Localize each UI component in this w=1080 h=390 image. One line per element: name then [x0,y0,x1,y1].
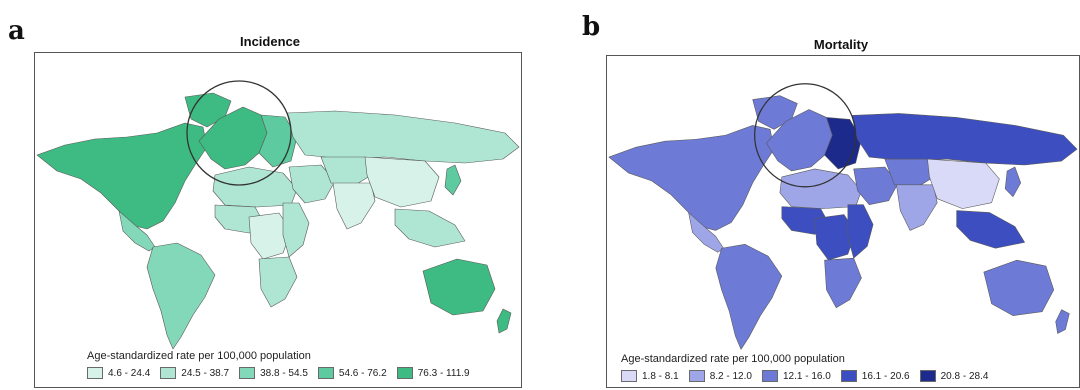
region-south-asia [332,182,376,230]
europe-inset-circle [186,80,292,186]
region-southern-africa [258,256,298,308]
legend-label: 54.6 - 76.2 [338,367,387,379]
legend-item: 8.2 - 12.0 [688,370,752,382]
mortality-legend-title: Age-standardized rate per 100,000 popula… [621,353,845,365]
legend-swatch [919,370,936,382]
region-south-america [715,243,783,350]
incidence-legend-title: Age-standardized rate per 100,000 popula… [87,350,311,362]
region-central-asia [884,158,938,188]
panel-label-b: b [582,12,601,42]
incidence-legend: 4.6 - 24.4 24.5 - 38.7 38.8 - 54.5 54.6 … [87,367,480,379]
region-central-america [118,210,156,252]
region-north-america [36,122,208,230]
legend-swatch [761,370,778,382]
region-southeast-asia [394,208,466,248]
legend-item: 1.8 - 8.1 [621,370,679,382]
region-north-africa [779,168,862,209]
region-south-asia [896,184,938,231]
region-japan [444,164,462,196]
region-east-africa [847,204,874,259]
region-south-america [146,242,216,350]
country-shapes [36,80,520,350]
legend-label: 1.8 - 8.1 [642,370,679,382]
region-central-africa [248,212,292,260]
legend-swatch [688,370,705,382]
region-russia [851,113,1078,166]
region-middle-east [853,166,899,205]
region-southeast-asia [956,210,1025,249]
legend-swatch [87,367,103,379]
region-china [364,156,440,208]
legend-label: 16.1 - 20.6 [861,370,910,382]
legend-label: 38.8 - 54.5 [260,367,308,379]
legend-swatch [317,367,334,379]
mortality-legend: 1.8 - 8.1 8.2 - 12.0 12.1 - 16.0 16.1 - … [621,370,998,382]
incidence-world-map [36,80,520,350]
europe-inset-circle [753,83,857,188]
region-oceania [422,258,496,316]
legend-item: 20.8 - 28.4 [919,370,989,382]
region-eastern-europe [258,114,298,168]
region-russia [286,110,520,164]
region-eastern-europe [824,117,862,170]
region-oceania [983,259,1055,316]
legend-label: 20.8 - 28.4 [940,370,989,382]
mortality-world-map [608,83,1078,350]
legend-item: 38.8 - 54.5 [239,367,308,379]
region-japan [1004,166,1022,198]
legend-label: 76.3 - 111.9 [417,367,470,379]
region-china [927,158,1000,209]
legend-swatch [840,370,857,382]
country-shapes [608,83,1078,350]
legend-label: 24.5 - 38.7 [181,367,230,379]
legend-item: 16.1 - 20.6 [840,370,910,382]
legend-item: 4.6 - 24.4 [87,367,150,379]
legend-label: 12.1 - 16.0 [782,370,831,382]
region-east-africa [282,202,310,258]
region-north-america [608,125,775,231]
region-middle-east [288,164,336,204]
legend-swatch [160,367,177,379]
legend-swatch [396,367,413,379]
mortality-title: Mortality [813,37,869,52]
mortality-map-frame: Age-standardized rate per 100,000 popula… [606,55,1080,388]
region-central-america [688,212,724,253]
region-new-zealand [1055,309,1070,334]
legend-swatch [621,370,637,382]
legend-label: 8.2 - 12.0 [709,370,752,382]
region-southern-africa [824,257,862,309]
region-new-zealand [496,308,512,334]
legend-item: 76.3 - 111.9 [396,367,470,379]
region-north-africa [212,166,298,208]
panel-label-a: a [8,16,25,46]
legend-label: 4.6 - 24.4 [108,367,151,379]
legend-item: 24.5 - 38.7 [160,367,229,379]
incidence-title: Incidence [240,34,300,49]
legend-item: 12.1 - 16.0 [761,370,831,382]
region-central-asia [320,156,376,186]
legend-item: 54.6 - 76.2 [317,367,387,379]
region-central-africa [814,214,856,261]
legend-swatch [239,367,256,379]
incidence-map-frame: Age-standardized rate per 100,000 popula… [34,52,522,388]
